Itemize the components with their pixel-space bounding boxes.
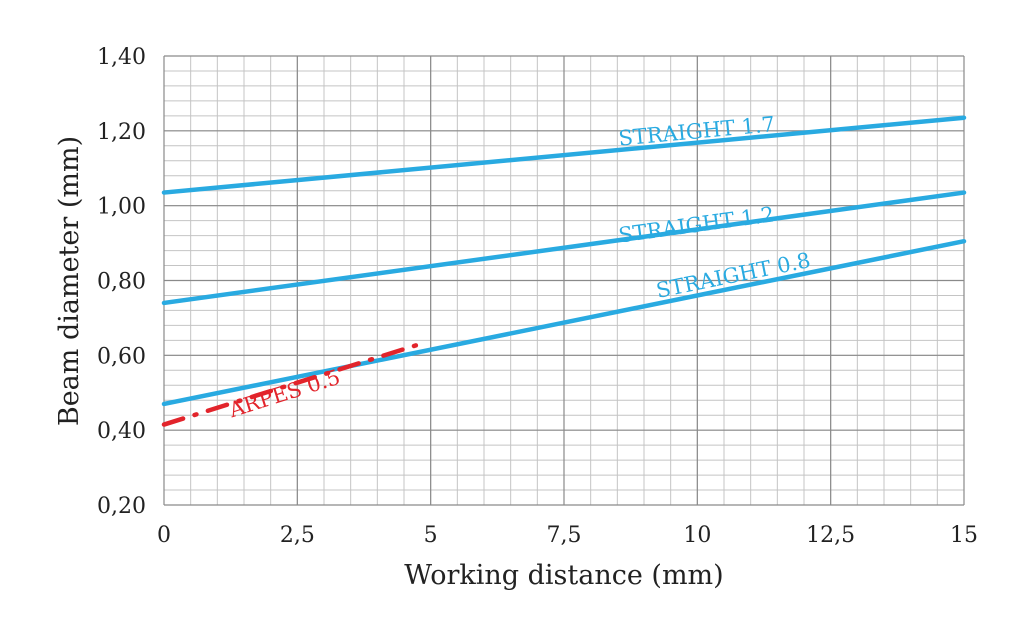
y-tick-label: 0,80 [97,270,146,295]
x-tick-label: 15 [950,523,978,548]
series-line-arpes-0-5 [161,341,423,427]
y-tick-label: 1,20 [97,120,146,145]
major-grid [163,55,965,506]
x-tick-label: 5 [424,523,438,548]
y-tick-label: 1,00 [97,195,146,220]
series-line-straight-1-2 [161,190,967,306]
x-axis-title: Working distance (mm) [404,560,723,591]
y-tick-label: 0,40 [97,419,146,444]
tick-labels: 0 2,5 5 7,5 10 12,5 15 0,20 0,40 0,60 0,80 1,00 1,20… [97,45,978,548]
x-tick-label: 0 [157,523,171,548]
y-tick-label: 0,60 [97,344,146,369]
series-label-straight-1-2: STRAIGHT 1.2 [617,202,776,247]
x-tick-label: 7,5 [547,523,582,548]
series-line-straight-0-8 [161,238,967,407]
y-tick-label: 1,40 [97,45,146,70]
series-label-arpes-0-5: ARPES 0.5 [225,365,343,423]
x-tick-label: 12,5 [806,523,855,548]
x-tick-label: 10 [683,523,711,548]
series-label-straight-0-8: STRAIGHT 0.8 [654,248,812,303]
series-line-straight-1-7 [161,115,967,195]
y-axis-title: Beam diameter (mm) [54,136,85,426]
x-tick-label: 2,5 [280,523,315,548]
y-tick-label: 0,20 [97,494,146,519]
